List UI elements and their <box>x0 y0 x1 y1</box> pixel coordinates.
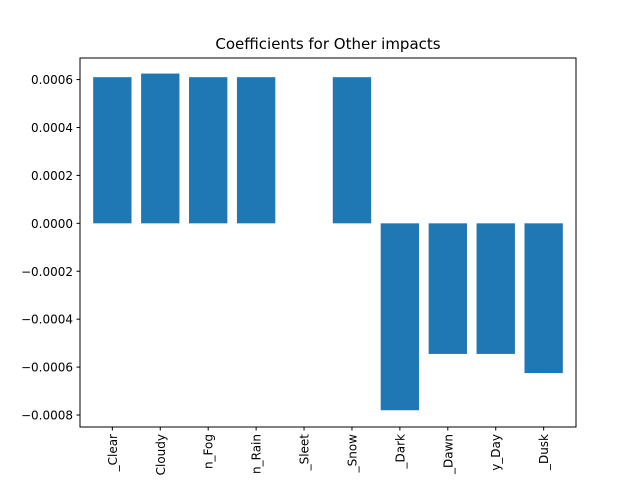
bars-group <box>93 73 563 411</box>
bar-cloudy <box>141 73 180 224</box>
y-tick-label: 0.0004 <box>31 121 73 135</box>
x-tick-label: _Dark <box>393 434 407 470</box>
x-tick-label: _Dusk <box>537 434 551 471</box>
x-tick-label: y_Day <box>489 434 503 471</box>
bar-dark <box>380 223 420 411</box>
y-tick-label: 0.0000 <box>31 217 73 231</box>
y-axis: 0.0006 0.0004 0.0002 0.0000 −0.0002 −0.0004 −0… <box>21 73 80 423</box>
x-tick-label: _Clear <box>106 434 120 472</box>
bar-yday <box>476 223 515 354</box>
bar-nrain <box>236 77 276 224</box>
plot-frame <box>79 57 577 428</box>
x-axis: _Clear Cloudy n_Fog n_Rain _Sleet _Snow _Dark _… <box>106 427 551 475</box>
bar-dawn <box>428 223 467 354</box>
y-tick-label: −0.0004 <box>21 313 73 327</box>
x-tick-label: Cloudy <box>154 434 168 475</box>
x-tick-label: _Dawn <box>441 434 455 475</box>
chart-title: Coefficients for Other impacts <box>215 35 440 53</box>
y-tick-label: 0.0002 <box>31 169 73 183</box>
x-tick-label: n_Fog <box>202 434 216 469</box>
x-tick-label: _Sleet <box>298 434 312 472</box>
bar-nfog <box>189 77 228 224</box>
y-tick-label: −0.0006 <box>21 361 73 375</box>
y-tick-label: −0.0008 <box>21 409 73 423</box>
y-tick-label: −0.0002 <box>21 265 73 279</box>
x-tick-label: _Snow <box>345 434 359 474</box>
x-tick-label: n_Rain <box>250 434 264 474</box>
bar-snow <box>332 77 372 224</box>
y-tick-label: 0.0006 <box>31 73 73 87</box>
bar-dusk <box>524 223 563 374</box>
bar-clear <box>93 77 132 224</box>
